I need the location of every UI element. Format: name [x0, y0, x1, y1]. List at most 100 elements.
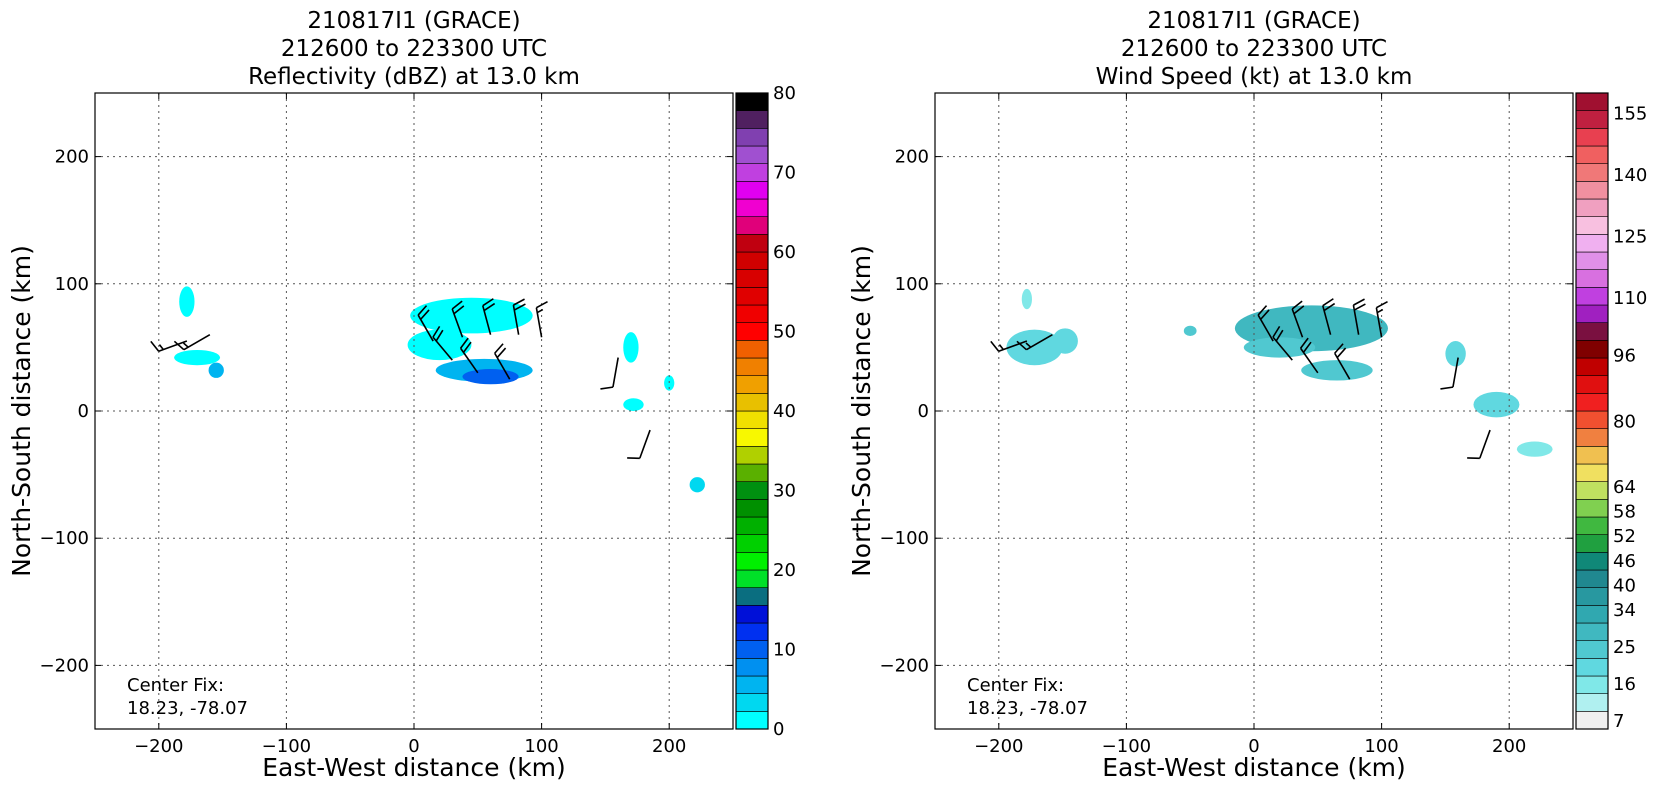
field-region [1021, 288, 1032, 310]
y-axis-label: North-South distance (km) [847, 245, 876, 577]
x-tick-label: −100 [262, 736, 311, 757]
chart-title-line-2: 212600 to 223300 UTC [1121, 36, 1387, 62]
field-region [1052, 328, 1078, 354]
colorbar-segment [1575, 128, 1609, 147]
y-tick-label: 100 [55, 274, 89, 295]
colorbar: 7 16 25 34 40 46 52 58 64 80 96 110 125 140 155 [1575, 92, 1647, 732]
chart-title-line-1: 210817I1 (GRACE) [307, 8, 520, 34]
field-layer [1006, 288, 1553, 457]
x-tick-label: 100 [1364, 736, 1398, 757]
wind-barb-feather [600, 386, 614, 390]
y-axis-label: North-South distance (km) [7, 245, 36, 577]
y-tick-label: 0 [78, 401, 89, 422]
colorbar-tick-label: 64 [1613, 477, 1636, 498]
wind-barb-feather [482, 298, 494, 307]
colorbar-tick-label: 40 [773, 401, 796, 422]
wind-barb-half-feather [536, 308, 544, 314]
colorbar-segment [1575, 658, 1609, 677]
x-tick-label: 0 [1248, 736, 1259, 757]
wind-barb-feather [432, 325, 441, 338]
colorbar-tick-label: 40 [1613, 575, 1636, 596]
colorbar-segment [1575, 481, 1609, 500]
field-region [1006, 329, 1063, 366]
colorbar-segment [1575, 463, 1609, 482]
wind-barb-feather [417, 305, 428, 316]
colorbar-segment [735, 587, 769, 606]
wind-barbs [990, 298, 1491, 460]
wind-barb-feather [1272, 325, 1281, 338]
colorbar-segment [1575, 251, 1609, 270]
wind-barb-staff [639, 429, 651, 459]
colorbar-segment [735, 216, 769, 235]
colorbar-segment [1575, 605, 1609, 624]
colorbar-segment [735, 481, 769, 500]
wind-barb-feather [1353, 303, 1366, 311]
chart-panel-1: 210817I1 (GRACE)212600 to 223300 UTCRefl… [7, 8, 796, 782]
field-region [1243, 337, 1316, 358]
field-region [1445, 341, 1466, 367]
wind-barb-feather [536, 300, 548, 309]
center-fix-line-2: 18.23, -78.07 [127, 698, 248, 719]
colorbar-frame [1575, 92, 1609, 730]
x-tick-label: 200 [1492, 736, 1526, 757]
wind-barb-half-feather [998, 344, 1005, 351]
colorbar-segment [735, 428, 769, 447]
colorbar-tick-label: 7 [1613, 711, 1624, 732]
colorbar-segment [1575, 163, 1609, 182]
field-region [689, 477, 705, 493]
colorbar-segment [735, 675, 769, 694]
colorbar-segment [735, 569, 769, 588]
y-tick-label: −100 [40, 528, 89, 549]
wind-barb-feather [496, 347, 507, 359]
colorbar-tick-label: 58 [1613, 502, 1636, 523]
y-tick-label: 100 [895, 274, 929, 295]
colorbar-segment [735, 446, 769, 465]
wind-barb-feather [483, 302, 496, 312]
field-region [664, 375, 675, 391]
chart-title-line-2: 212600 to 223300 UTC [281, 36, 547, 62]
x-tick-label: −100 [1102, 736, 1151, 757]
colorbar-segment [735, 92, 769, 111]
wind-barb-feather [1293, 305, 1305, 315]
colorbar: 0 10 20 30 40 50 60 70 80 [735, 83, 796, 740]
colorbar-segment [735, 287, 769, 306]
colorbar-segment [1575, 499, 1609, 518]
y-tick-label: 0 [918, 401, 929, 422]
colorbar-segment [1575, 711, 1609, 730]
wind-barbs [150, 298, 651, 460]
x-axis-label: East-West distance (km) [262, 753, 566, 782]
colorbar-segment [735, 128, 769, 147]
colorbar-segment [1575, 569, 1609, 588]
colorbar-segment [735, 304, 769, 323]
wind-barb-feather [1440, 386, 1454, 390]
colorbar-segment [735, 234, 769, 253]
field-region [462, 369, 519, 385]
wind-barb-feather [1334, 343, 1344, 354]
colorbar-segment [1575, 110, 1609, 129]
colorbar-segment [735, 605, 769, 624]
center-fix-line-2: 18.23, -78.07 [967, 698, 1088, 719]
wind-barb-feather [990, 340, 1000, 352]
colorbar-segment [1575, 446, 1609, 465]
colorbar-segment [735, 693, 769, 712]
wind-barb-half-feather [158, 344, 165, 351]
colorbar-segment [1575, 534, 1609, 553]
x-tick-label: 0 [408, 736, 419, 757]
colorbar-segment [735, 658, 769, 677]
wind-barb-feather [459, 337, 469, 349]
colorbar-tick-label: 20 [773, 560, 796, 581]
colorbar-segment [1575, 198, 1609, 217]
x-tick-label: 200 [652, 736, 686, 757]
colorbar-segment [1575, 587, 1609, 606]
colorbar-segment [735, 145, 769, 164]
colorbar-segment [735, 357, 769, 376]
center-fix-line-1: Center Fix: [967, 675, 1064, 696]
wind-barb-feather [1275, 329, 1284, 342]
wind-barb-feather [1302, 341, 1312, 353]
colorbar-frame [735, 92, 769, 730]
colorbar-segment [735, 393, 769, 412]
colorbar-segment [735, 640, 769, 659]
field-region [1473, 391, 1520, 418]
wind-barb-feather [150, 340, 160, 352]
